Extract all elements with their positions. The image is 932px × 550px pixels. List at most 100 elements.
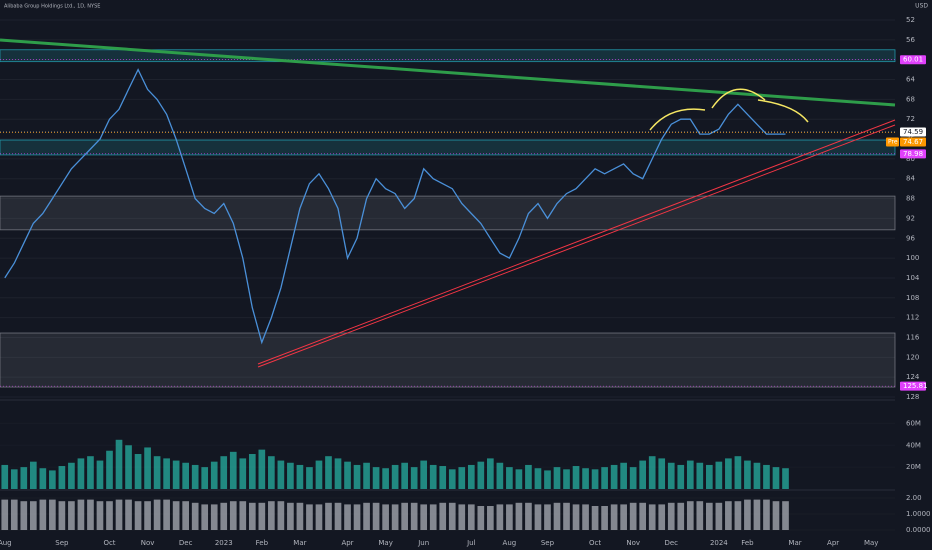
- x-tick-label: Jul: [466, 539, 476, 547]
- y-tick-label: 72: [906, 115, 915, 123]
- trendline: [0, 38, 896, 107]
- volume-bar: [49, 470, 56, 489]
- pattern-arcs: [649, 88, 809, 131]
- y-tick-label: 64: [906, 76, 915, 84]
- price-label-bg: [900, 55, 926, 65]
- indicator-bar: [153, 499, 161, 530]
- volume-bar: [525, 464, 532, 489]
- volume-bar: [353, 464, 361, 489]
- indicator-bar: [553, 502, 561, 530]
- indicator-bar: [496, 504, 504, 530]
- y-tick-label: 40M: [906, 441, 921, 449]
- volume-bar: [629, 467, 637, 489]
- volume-bar: [544, 470, 551, 489]
- indicator-bar: [677, 502, 685, 530]
- volume-bar: [467, 464, 475, 489]
- volume-bar: [163, 458, 170, 489]
- volume-bar: [763, 464, 770, 489]
- indicator-bar: [372, 502, 380, 530]
- volume-bar: [648, 456, 656, 489]
- volume-bar: [429, 464, 437, 489]
- volume-bar: [258, 449, 266, 489]
- y-tick-label: 104: [906, 274, 920, 282]
- indicator-bar: [782, 501, 789, 530]
- indicator-bar: [172, 501, 180, 530]
- x-tick-label: 2023: [215, 539, 233, 547]
- price-label-bg: [900, 127, 926, 137]
- y-tick-label: 84: [906, 175, 915, 183]
- indicator-bar: [763, 499, 770, 530]
- x-tick-label: Dec: [664, 539, 678, 547]
- indicator-bar: [68, 501, 75, 530]
- indicator-bar: [49, 499, 56, 530]
- volume-bar: [77, 458, 85, 489]
- volume-bar: [772, 467, 780, 489]
- volume-bar: [696, 462, 704, 489]
- volume-bar: [744, 460, 751, 489]
- indicator-bar: [268, 501, 275, 530]
- x-tick-label: May: [378, 539, 392, 547]
- indicator-bar: [506, 504, 513, 530]
- volume-bar: [68, 462, 75, 489]
- volume-bar: [125, 445, 132, 489]
- trendline: [257, 124, 896, 368]
- volume-bar: [172, 460, 180, 489]
- x-tick-label: Dec: [179, 539, 193, 547]
- x-tick-label: Mar: [293, 539, 306, 547]
- indicator-bar: [1, 499, 9, 530]
- volume-bar: [591, 469, 599, 489]
- volume-bar: [706, 464, 713, 489]
- chart-title: Alibaba Group Holdings Ltd., 1D, NYSE: [4, 4, 100, 10]
- indicator-bar: [591, 506, 599, 530]
- indicator-bar: [610, 504, 618, 530]
- volume-bar: [325, 456, 332, 489]
- volume-bar: [487, 458, 494, 489]
- x-tick-label: Oct: [103, 539, 115, 547]
- volume-bar: [639, 460, 647, 489]
- indicator-bar: [715, 502, 723, 530]
- y-tick-label: 68: [906, 95, 915, 103]
- x-tick-label: Feb: [741, 539, 754, 547]
- volume-bar: [477, 461, 485, 489]
- pre-label: Pre: [888, 139, 898, 146]
- price-label: 74.59: [903, 128, 923, 136]
- price-label-bg: [900, 137, 926, 147]
- volume-bar: [315, 460, 323, 489]
- x-tick-label: Aug: [0, 539, 12, 547]
- indicator-bar: [658, 504, 666, 530]
- y-tick-label: 52: [906, 16, 915, 24]
- price-label: 74.67: [903, 138, 923, 146]
- volume-bar: [239, 458, 247, 489]
- indicator-bar: [258, 502, 266, 530]
- volume-bar: [210, 461, 218, 489]
- indicator-bar: [753, 499, 761, 530]
- volume-bar: [268, 456, 275, 489]
- volume-bar: [420, 460, 428, 489]
- volume-bar: [601, 467, 608, 489]
- indicator-bar: [220, 502, 228, 530]
- indicator-bar: [96, 501, 104, 530]
- volume-bar: [725, 458, 732, 489]
- indicator-bar: [582, 504, 589, 530]
- indicator-bar: [725, 501, 732, 530]
- volume-bar: [553, 467, 561, 489]
- indicator-bar: [448, 502, 456, 530]
- volume-bar: [363, 462, 370, 489]
- indicator-bar: [601, 506, 608, 530]
- volume-bar: [563, 469, 570, 489]
- indicator-bar: [210, 504, 218, 530]
- volume-bar: [686, 460, 694, 489]
- y-tick-label: 92: [906, 214, 915, 222]
- volume-bar: [182, 462, 189, 489]
- indicator-bar: [39, 499, 47, 530]
- indicator-bar: [10, 499, 18, 530]
- volume-bar: [582, 468, 589, 489]
- volume-bar: [658, 458, 666, 489]
- volume-bar: [401, 462, 408, 489]
- indicator-bar: [334, 502, 342, 530]
- volume-bar: [753, 462, 761, 489]
- indicator-bar: [125, 499, 132, 530]
- y-tick-label: 96: [906, 234, 915, 242]
- x-tick-label: Aug: [503, 539, 517, 547]
